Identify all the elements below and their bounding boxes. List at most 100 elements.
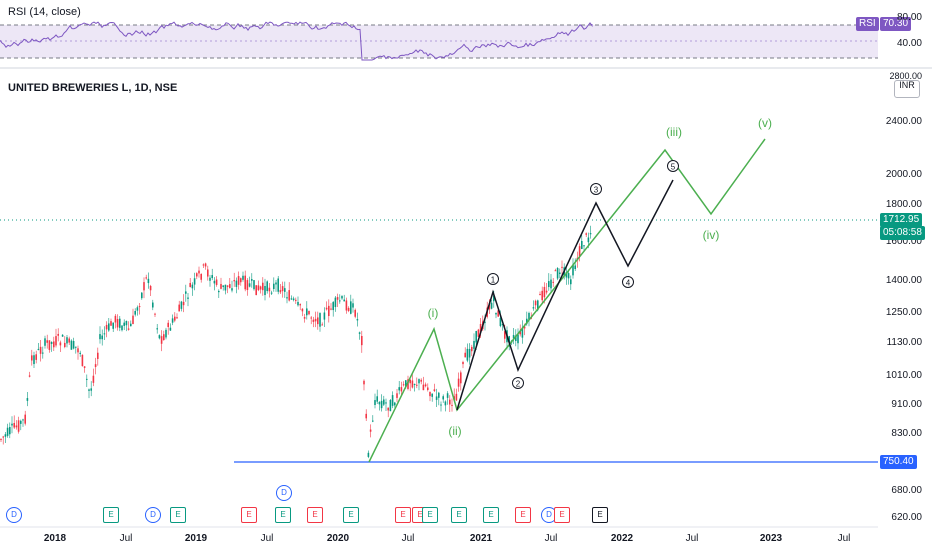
candle-body (429, 392, 431, 397)
wave-label-4: 4 (622, 276, 634, 288)
candle-body (270, 292, 273, 294)
earnings-marker[interactable]: E (592, 507, 608, 523)
earnings-marker[interactable]: E (103, 507, 119, 523)
candle-body (420, 379, 422, 382)
earnings-marker[interactable]: E (422, 507, 438, 523)
candle-body (171, 318, 174, 323)
candle-body (477, 329, 480, 337)
candle-body (345, 300, 348, 311)
earnings-marker[interactable]: E (343, 507, 359, 523)
candle-body (187, 297, 189, 299)
earnings-marker[interactable]: E (275, 507, 291, 523)
candle-body (176, 317, 178, 319)
candle-body (255, 285, 257, 296)
candle-body (165, 329, 167, 338)
candle-body (2, 436, 4, 438)
price-tick: 1400.00 (885, 275, 922, 286)
candle-body (154, 313, 156, 315)
candle-body (119, 318, 121, 328)
earnings-marker[interactable]: E (554, 507, 570, 523)
candle-body (440, 404, 442, 406)
earnings-marker[interactable]: E (241, 507, 257, 523)
candle-body (310, 317, 312, 319)
candle-body (321, 324, 323, 326)
candle-body (233, 280, 235, 282)
candle-body (145, 277, 147, 279)
candle-body (464, 352, 466, 358)
candle-body (484, 321, 486, 323)
candle-body (325, 307, 328, 310)
earnings-marker[interactable]: E (515, 507, 531, 523)
candle-body (169, 327, 172, 331)
candle-body (35, 354, 37, 360)
candle-body (11, 423, 13, 426)
candle-body (191, 284, 194, 289)
rsi-line (0, 21, 593, 61)
earnings-marker[interactable]: E (395, 507, 411, 523)
earnings-marker[interactable]: E (483, 507, 499, 523)
dividend-marker[interactable]: D (145, 507, 161, 523)
candle-body (48, 340, 51, 350)
candle-body (330, 308, 332, 310)
dividend-marker[interactable]: D (6, 507, 22, 523)
candle-body (275, 282, 277, 285)
candle-body (222, 285, 224, 287)
candle-body (387, 407, 389, 411)
currency-button[interactable]: INR (894, 80, 920, 98)
candle-body (292, 298, 295, 301)
candle-body (352, 303, 354, 308)
rsi-title[interactable]: RSI (14, close) (8, 6, 81, 18)
price-tick: 2400.00 (885, 116, 922, 127)
candle-body (189, 282, 191, 288)
candle-body (334, 297, 337, 307)
candle-body (160, 336, 163, 344)
candle-body (251, 279, 253, 281)
candle-body (13, 422, 15, 428)
candle-body (290, 298, 293, 300)
candle-body (136, 307, 139, 311)
candle-body (209, 277, 211, 281)
candle-body (92, 375, 95, 383)
svg-text:3: 3 (594, 186, 599, 195)
candle-body (504, 331, 506, 339)
candle-body (339, 300, 341, 302)
candle-body (517, 334, 519, 344)
candle-body (374, 400, 376, 405)
candle-body (185, 291, 187, 294)
candle-body (6, 427, 9, 436)
candle-body (53, 341, 55, 348)
candle-body (112, 322, 114, 329)
candle-body (281, 286, 284, 292)
candle-body (246, 280, 249, 290)
earnings-marker[interactable]: E (307, 507, 323, 523)
candle-body (499, 317, 502, 327)
candle-body (567, 273, 570, 279)
minor-wave-path[interactable] (456, 179, 674, 411)
price-tick-top: 2800.00 (889, 71, 922, 81)
candle-body (105, 324, 108, 330)
rsi-pane[interactable] (0, 0, 932, 70)
candle-body (378, 401, 381, 405)
candle-body (532, 307, 535, 309)
candle-body (101, 335, 103, 340)
candle-body (317, 317, 319, 325)
earnings-marker[interactable]: E (170, 507, 186, 523)
candle-body (405, 380, 407, 387)
primary-wave-path[interactable] (368, 138, 766, 463)
time-tick: 2022 (610, 533, 634, 544)
symbol-title[interactable]: UNITED BREWERIES L, 1D, NSE (8, 82, 178, 94)
candle-body (59, 342, 62, 346)
candle-body (0, 439, 2, 441)
candle-body (336, 297, 339, 300)
candle-body (24, 414, 26, 424)
candle-body (193, 278, 196, 285)
candle-body (39, 346, 42, 354)
time-tick: Jul (401, 533, 415, 544)
candle-body (127, 328, 130, 330)
dividend-marker[interactable]: D (276, 485, 292, 501)
candle-body (242, 275, 244, 280)
candle-body (442, 396, 444, 400)
rsi-tick-80: 80.00 (896, 12, 922, 23)
earnings-marker[interactable]: E (451, 507, 467, 523)
